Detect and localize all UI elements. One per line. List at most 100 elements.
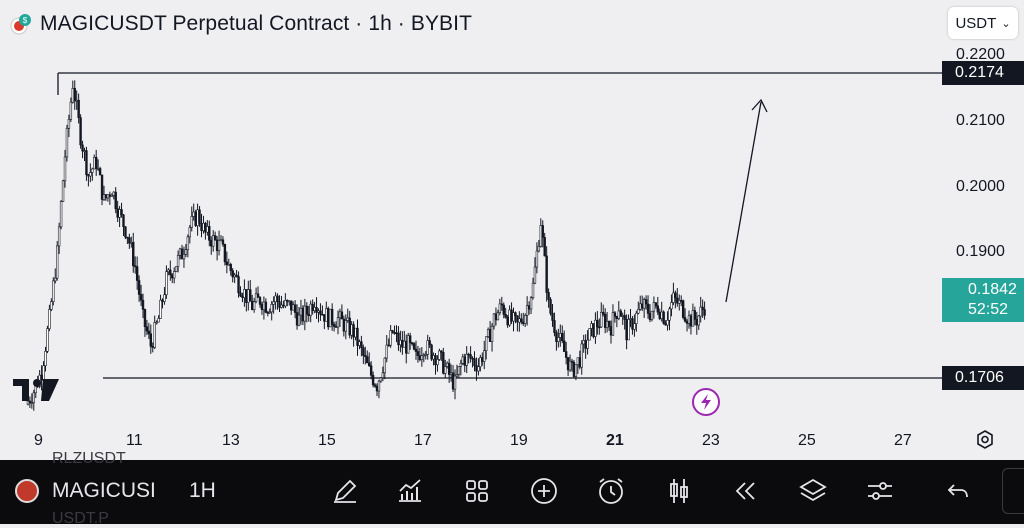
chevron-down-icon: ⌄ bbox=[1001, 17, 1011, 30]
undo-icon[interactable] bbox=[941, 474, 975, 508]
chart-area[interactable]: $ MAGICUSDT Perpetual Contract · 1h · BY… bbox=[0, 0, 1024, 460]
candle-body bbox=[28, 400, 32, 403]
candle-body bbox=[405, 340, 408, 354]
candle-body bbox=[529, 297, 533, 310]
candles-icon[interactable] bbox=[662, 474, 696, 508]
candle-body bbox=[178, 248, 182, 256]
candle-body bbox=[210, 240, 213, 247]
time-label: 11 bbox=[126, 432, 143, 449]
last-price-tag: 0.1842 52:52 bbox=[942, 278, 1024, 322]
candle-body bbox=[143, 309, 147, 328]
candle-body bbox=[385, 344, 388, 359]
candle-body bbox=[471, 357, 474, 360]
candle-body bbox=[701, 306, 704, 310]
candle-body bbox=[215, 239, 219, 252]
candle-body bbox=[323, 314, 326, 322]
pencil-icon[interactable] bbox=[328, 474, 362, 508]
grid-icon[interactable] bbox=[460, 474, 494, 508]
candle-body bbox=[420, 355, 424, 361]
projection-arrow bbox=[725, 101, 762, 303]
plus-circle-icon[interactable] bbox=[527, 474, 561, 508]
candle-body bbox=[313, 307, 316, 311]
candle-body bbox=[149, 333, 152, 347]
candle-body bbox=[414, 348, 418, 352]
candle-body bbox=[447, 362, 451, 375]
candle-body bbox=[309, 303, 312, 316]
candle-body bbox=[89, 172, 92, 177]
candle-body bbox=[412, 343, 416, 350]
candle-body bbox=[55, 245, 59, 279]
candle-body bbox=[539, 225, 543, 247]
candle-body bbox=[307, 313, 310, 316]
candle-body bbox=[235, 274, 238, 277]
rewind-icon[interactable] bbox=[728, 474, 762, 508]
candle-body bbox=[572, 361, 576, 377]
alarm-icon[interactable] bbox=[594, 474, 628, 508]
candle-body bbox=[490, 325, 494, 342]
candle-body bbox=[262, 301, 266, 310]
candle-body bbox=[297, 314, 301, 326]
candle-body bbox=[221, 239, 225, 245]
candle-body bbox=[241, 295, 244, 298]
candle-body bbox=[87, 174, 90, 177]
candle-body bbox=[75, 99, 78, 102]
price-chart[interactable] bbox=[0, 0, 1024, 460]
candle-body bbox=[430, 344, 433, 360]
indicators-icon[interactable] bbox=[393, 474, 427, 508]
timeframe-button[interactable]: 1H bbox=[189, 479, 216, 502]
candle-body bbox=[278, 301, 281, 308]
candle-body bbox=[213, 235, 217, 241]
settings-sliders-icon[interactable] bbox=[863, 474, 897, 508]
candle-body bbox=[545, 255, 548, 293]
candle-body bbox=[32, 392, 36, 403]
candle-body bbox=[537, 246, 541, 252]
candle-body bbox=[367, 362, 371, 367]
candle-body bbox=[192, 211, 195, 217]
candle-body bbox=[494, 313, 498, 321]
candle-body bbox=[639, 303, 642, 310]
candle-body bbox=[533, 266, 537, 284]
candle-body bbox=[289, 300, 293, 311]
candle-body bbox=[327, 308, 330, 328]
candle-body bbox=[600, 312, 603, 328]
candle-body bbox=[508, 309, 511, 326]
candle-body bbox=[202, 222, 205, 232]
price-tick: 0.1900 bbox=[956, 243, 1005, 260]
candle-body bbox=[30, 402, 34, 404]
candle-body bbox=[229, 264, 232, 271]
candle-body bbox=[445, 362, 449, 367]
candle-body bbox=[672, 292, 675, 303]
candle-body bbox=[280, 304, 283, 308]
next-symbol-ghost: USDT.P bbox=[52, 510, 109, 527]
candle-body bbox=[687, 315, 691, 324]
candle-body bbox=[373, 384, 377, 387]
price-tick: 0.2200 bbox=[956, 46, 1005, 63]
candle-body bbox=[625, 319, 628, 341]
candle-body bbox=[219, 239, 223, 242]
candle-body bbox=[518, 318, 521, 323]
candle-body bbox=[619, 310, 622, 317]
candle-body bbox=[243, 289, 246, 298]
currency-select[interactable]: USDT ⌄ bbox=[948, 7, 1018, 39]
lightning-icon[interactable] bbox=[692, 388, 720, 416]
layers-icon[interactable] bbox=[796, 474, 830, 508]
candle-body bbox=[371, 374, 375, 386]
candle-body bbox=[695, 319, 699, 326]
time-label: 25 bbox=[798, 432, 816, 449]
tradingview-logo bbox=[13, 377, 61, 411]
candle-body bbox=[658, 311, 661, 319]
candle-body bbox=[315, 307, 318, 313]
candle-body bbox=[364, 355, 367, 357]
candle-body bbox=[635, 312, 638, 324]
candle-body bbox=[561, 333, 564, 342]
candle-body bbox=[660, 311, 663, 319]
candle-body bbox=[584, 340, 587, 349]
candle-body bbox=[163, 294, 166, 302]
candle-body bbox=[648, 313, 652, 320]
symbol-button[interactable]: MAGICUSI bbox=[52, 479, 156, 502]
candle-body bbox=[570, 360, 574, 363]
gear-icon[interactable] bbox=[973, 428, 997, 452]
candle-body bbox=[354, 327, 357, 338]
candle-body bbox=[356, 327, 359, 346]
candle-body bbox=[299, 307, 303, 316]
